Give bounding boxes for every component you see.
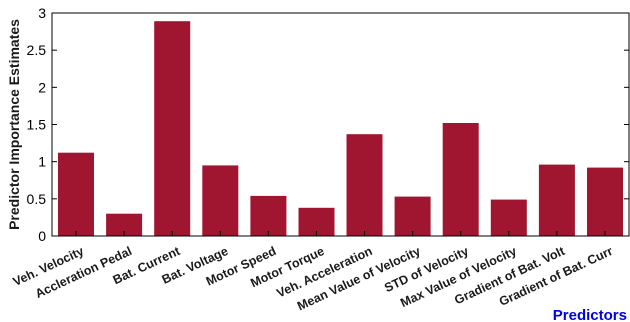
y-tick-label: 3 [38, 5, 46, 21]
x-axis-title: Predictors [553, 307, 627, 322]
plot-frame [51, 12, 630, 237]
bars-group [58, 21, 623, 237]
y-axis-title: Predictor Importance Estimates [6, 19, 22, 230]
plot-area [52, 13, 629, 236]
bar [442, 123, 479, 236]
bar [538, 164, 575, 236]
bar [250, 195, 287, 236]
y-tick-label: 2.5 [27, 42, 47, 58]
bar [154, 21, 191, 237]
bar [202, 165, 239, 236]
y-tick-label: 1.5 [27, 117, 47, 133]
y-tick-label: 0 [38, 228, 46, 244]
bar [394, 196, 431, 236]
y-tick-label: 0.5 [27, 191, 47, 207]
bar [490, 199, 527, 236]
y-tick-label: 2 [38, 79, 46, 95]
bar [587, 167, 623, 236]
bar [58, 152, 94, 236]
bar [346, 134, 383, 236]
bar [106, 213, 143, 236]
y-tick-label: 1 [38, 154, 46, 170]
